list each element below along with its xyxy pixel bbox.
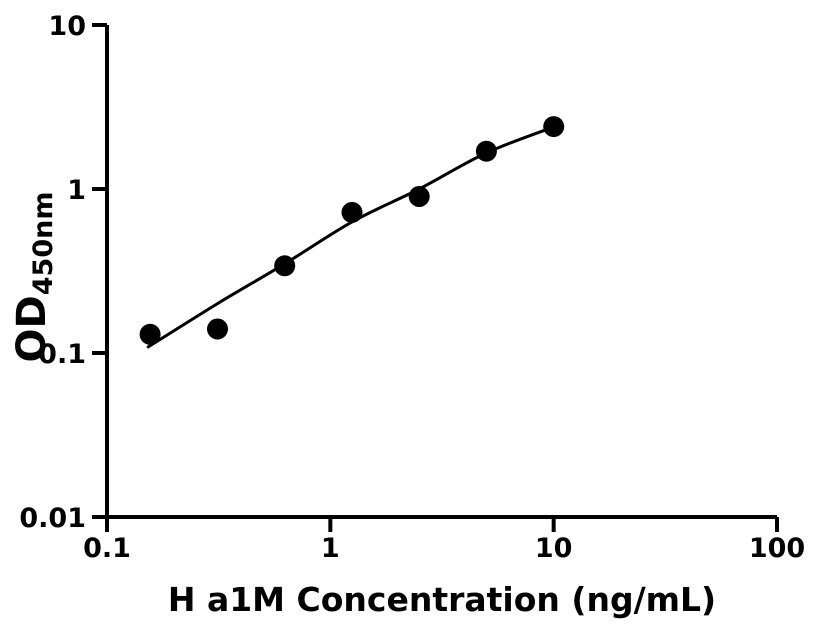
fitted-curve-path (146, 125, 556, 349)
data-point (274, 255, 296, 277)
x-tick-label: 10 (535, 533, 573, 564)
y-tick-label: 0.1 (38, 339, 86, 370)
data-point (139, 323, 161, 345)
data-point (341, 201, 363, 223)
data-point (475, 140, 497, 162)
data-point (408, 186, 430, 207)
y-tick-label: 0.01 (19, 503, 86, 534)
y-axis-title-subscript: 450nm (28, 191, 59, 296)
x-tick-label: 100 (749, 533, 805, 564)
data-point (207, 318, 228, 340)
axes (105, 25, 777, 519)
y-tick-label: 1 (67, 175, 86, 206)
x-axis-title: H a1M Concentration (ng/mL) (167, 580, 717, 619)
data-points-group (139, 116, 565, 345)
axis-spine (105, 25, 777, 519)
data-point (543, 116, 565, 138)
fitted-curve-group (146, 125, 556, 349)
axis-ticks (92, 23, 779, 532)
x-tick-label: 1 (321, 533, 340, 564)
y-axis-title: OD450nm (9, 192, 59, 363)
y-tick-label: 10 (48, 11, 86, 42)
y-axis-title-main: OD (9, 295, 55, 363)
x-tick-label: 0.1 (83, 533, 131, 564)
